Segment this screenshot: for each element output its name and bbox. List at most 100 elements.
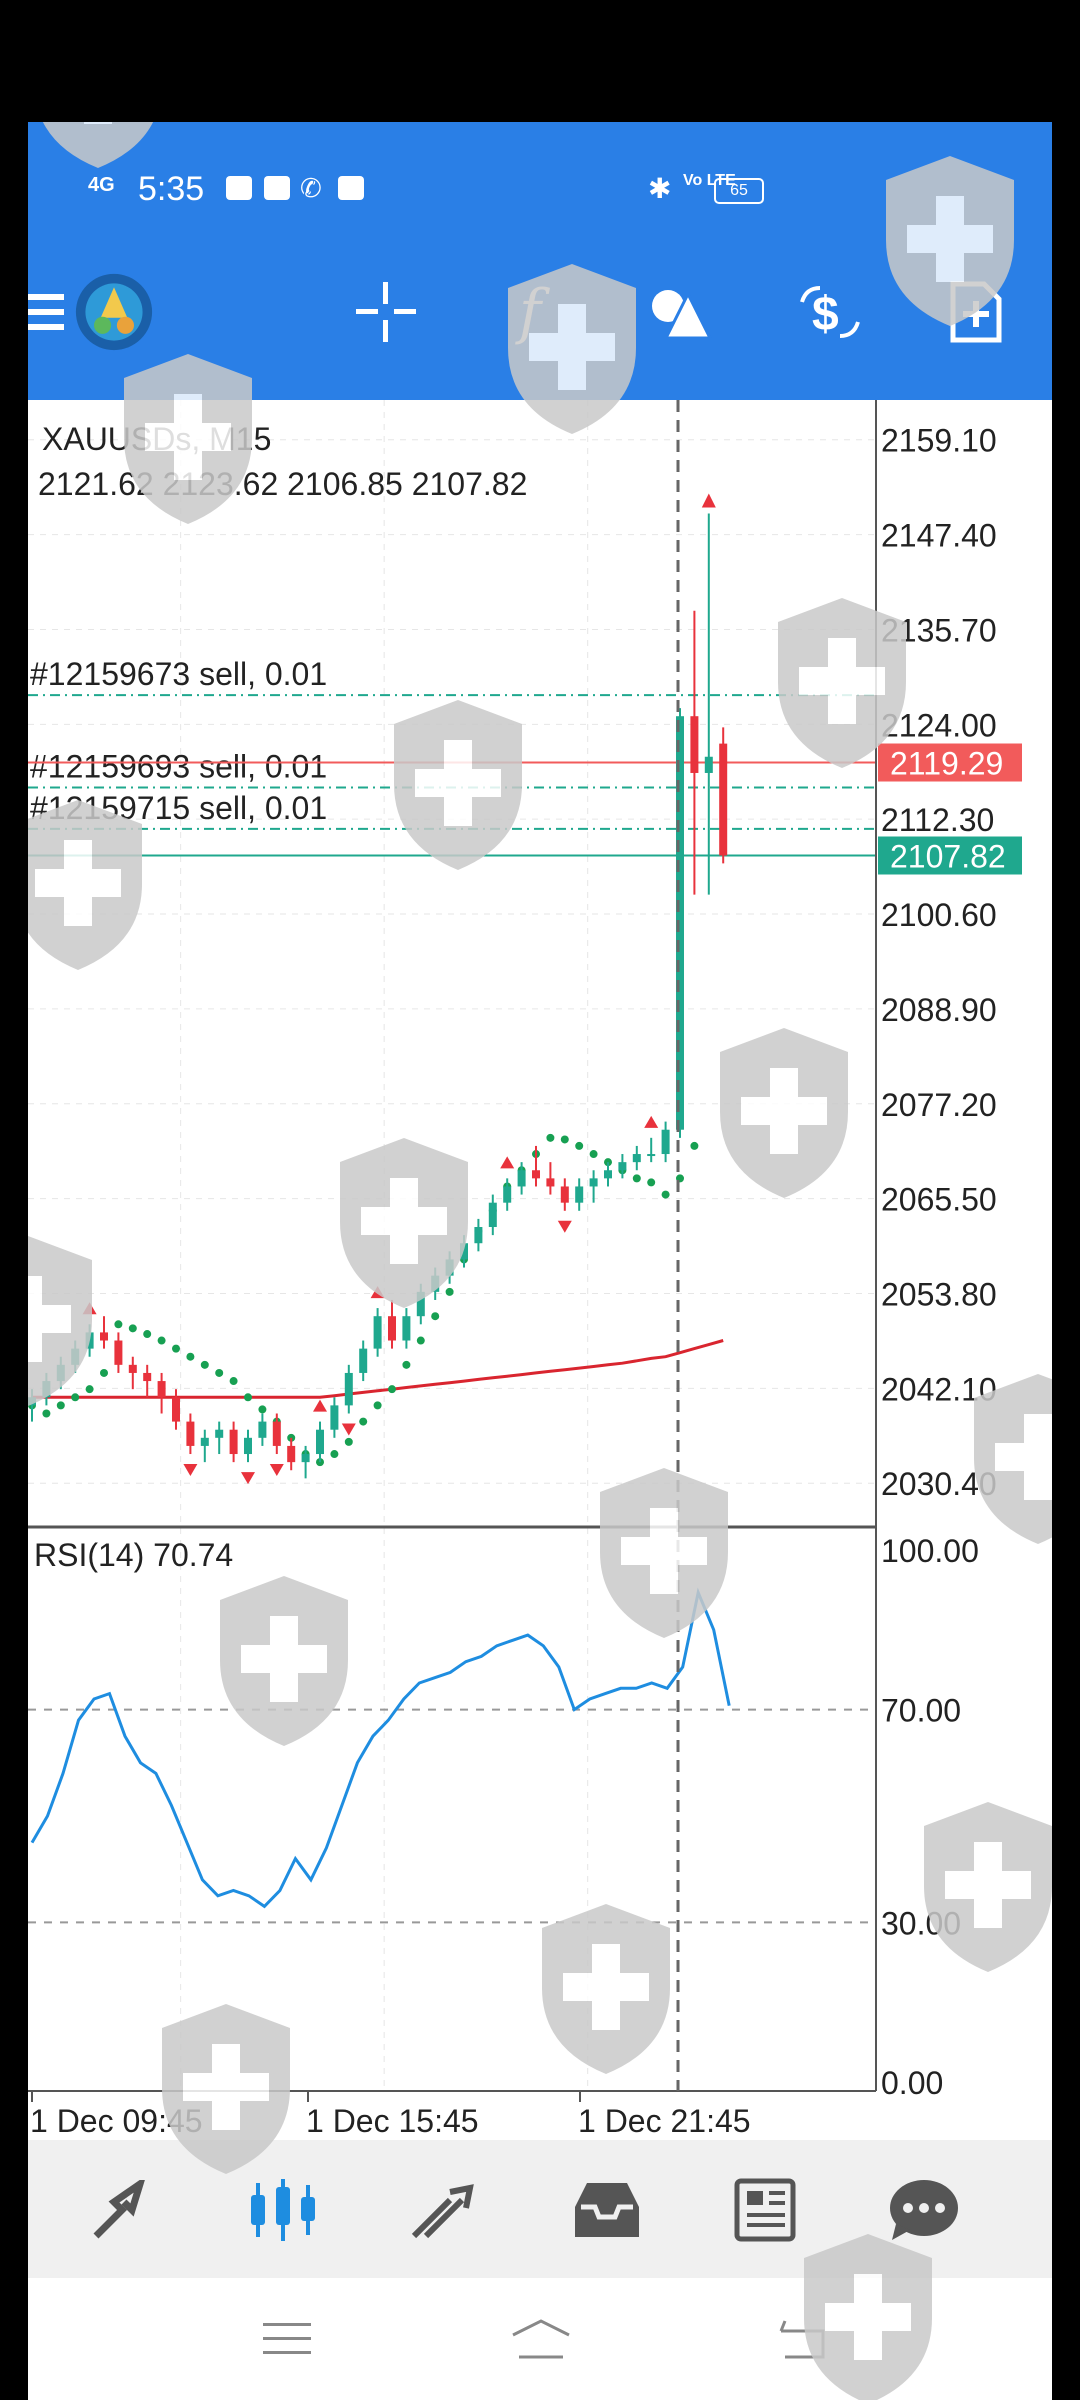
candle-body	[186, 1421, 195, 1446]
sar-dot	[71, 1393, 80, 1402]
candle-body	[560, 1186, 569, 1203]
candle	[229, 1421, 238, 1463]
candle	[42, 1372, 51, 1406]
candle-body	[589, 1178, 598, 1187]
messages-icon[interactable]	[878, 2170, 968, 2250]
sar-dot	[416, 1336, 425, 1345]
candle	[532, 1145, 540, 1187]
news-icon[interactable]	[724, 2170, 814, 2250]
symbol-label: XAUUSDs, M15	[42, 421, 271, 457]
crosshair-icon[interactable]	[346, 272, 426, 352]
candle-body	[690, 716, 699, 773]
candle	[359, 1340, 368, 1382]
candle	[604, 1162, 612, 1187]
candle-body	[42, 1381, 51, 1398]
fractal-up-marker	[500, 1156, 515, 1169]
candle	[172, 1389, 180, 1430]
sar-dot	[200, 1360, 209, 1369]
network-indicator: 4G	[88, 174, 115, 196]
sar-dot	[244, 1393, 252, 1402]
candle	[575, 1178, 584, 1211]
candle-body	[258, 1421, 267, 1438]
candle	[287, 1437, 296, 1471]
candle-body	[575, 1186, 584, 1203]
trade-icon[interactable]: $	[790, 272, 870, 352]
history-icon[interactable]	[562, 2170, 652, 2250]
candle	[560, 1178, 569, 1211]
candle	[71, 1340, 80, 1373]
fractal-down-marker	[183, 1464, 198, 1477]
price-tick-label: 2030.40	[881, 1466, 997, 1502]
objects-icon[interactable]	[640, 272, 720, 352]
candle	[56, 1356, 65, 1390]
bid-price-label: 2107.82	[890, 839, 1006, 875]
menu-icon[interactable]	[28, 272, 88, 352]
home-icon[interactable]	[506, 2314, 576, 2364]
order-label: #12159693 sell, 0.01	[30, 749, 327, 785]
sar-dot	[85, 1385, 94, 1394]
candle-body	[431, 1275, 440, 1292]
sar-dot	[186, 1352, 195, 1361]
candle-body	[647, 1154, 656, 1157]
candle-body	[200, 1437, 209, 1446]
chart-toolbar: f $	[28, 222, 1052, 400]
recents-icon[interactable]	[252, 2314, 322, 2364]
price-tick-label: 2124.00	[881, 707, 997, 743]
candle-body	[272, 1421, 281, 1446]
candle	[460, 1235, 468, 1268]
candle	[258, 1413, 267, 1446]
sar-dot	[157, 1336, 166, 1345]
candle-body	[28, 1397, 36, 1406]
missed-call-icon: ✆	[300, 173, 322, 203]
fractal-down-marker	[269, 1464, 284, 1477]
volte-indicator: Vo LTE	[683, 172, 736, 189]
price-chart[interactable]: #12159673 sell, 0.01 #12159693 sell, 0.01…	[28, 400, 1052, 2142]
trade-tab-icon[interactable]	[400, 2170, 490, 2250]
rsi-tick-label: 0.00	[881, 2065, 943, 2101]
price-tick-label: 2088.90	[881, 992, 997, 1028]
chart-icon[interactable]	[238, 2170, 328, 2250]
candle	[474, 1218, 483, 1252]
candle-body	[244, 1437, 252, 1455]
candle-body	[546, 1178, 555, 1187]
candle-body	[488, 1202, 497, 1228]
price-tick-label: 2112.30	[881, 802, 994, 838]
sar-dot	[402, 1360, 411, 1369]
candle	[647, 1137, 656, 1163]
rsi-tick-label: 70.00	[881, 1693, 961, 1729]
candle	[344, 1364, 353, 1414]
candle-body	[719, 743, 728, 856]
time-tick-label: 1 Dec 15:45	[306, 2103, 479, 2139]
candle-body	[503, 1186, 512, 1203]
candle	[215, 1421, 224, 1455]
candle-body	[330, 1405, 339, 1430]
candle-body	[56, 1364, 65, 1382]
sar-dot	[560, 1135, 569, 1144]
candle-body	[114, 1340, 123, 1365]
chart-area[interactable]: #12159673 sell, 0.01 #12159693 sell, 0.01…	[28, 400, 1052, 2142]
candle	[272, 1413, 281, 1455]
sar-dot	[56, 1401, 65, 1410]
bottom-navigation	[28, 2140, 1052, 2278]
quotes-icon[interactable]	[82, 2170, 172, 2250]
indicators-icon[interactable]: f	[518, 277, 542, 347]
new-order-icon[interactable]	[936, 272, 1016, 352]
price-tick-label: 2077.20	[881, 1087, 997, 1123]
sar-dot	[445, 1287, 454, 1296]
candle-body	[373, 1316, 382, 1349]
candle	[632, 1145, 641, 1171]
candle	[416, 1283, 425, 1325]
candle	[546, 1162, 555, 1195]
candle	[143, 1364, 152, 1398]
app-logo-icon	[74, 272, 154, 352]
candle	[661, 1121, 670, 1163]
candle	[445, 1251, 454, 1284]
candle-body	[344, 1372, 353, 1406]
sar-dot	[661, 1190, 670, 1199]
sar-dot	[388, 1385, 396, 1394]
fractal-up-marker	[370, 1286, 385, 1299]
back-icon[interactable]	[768, 2314, 838, 2364]
price-tick-label: 2042.10	[881, 1371, 997, 1407]
candle	[704, 513, 713, 895]
candle-body	[474, 1227, 483, 1244]
